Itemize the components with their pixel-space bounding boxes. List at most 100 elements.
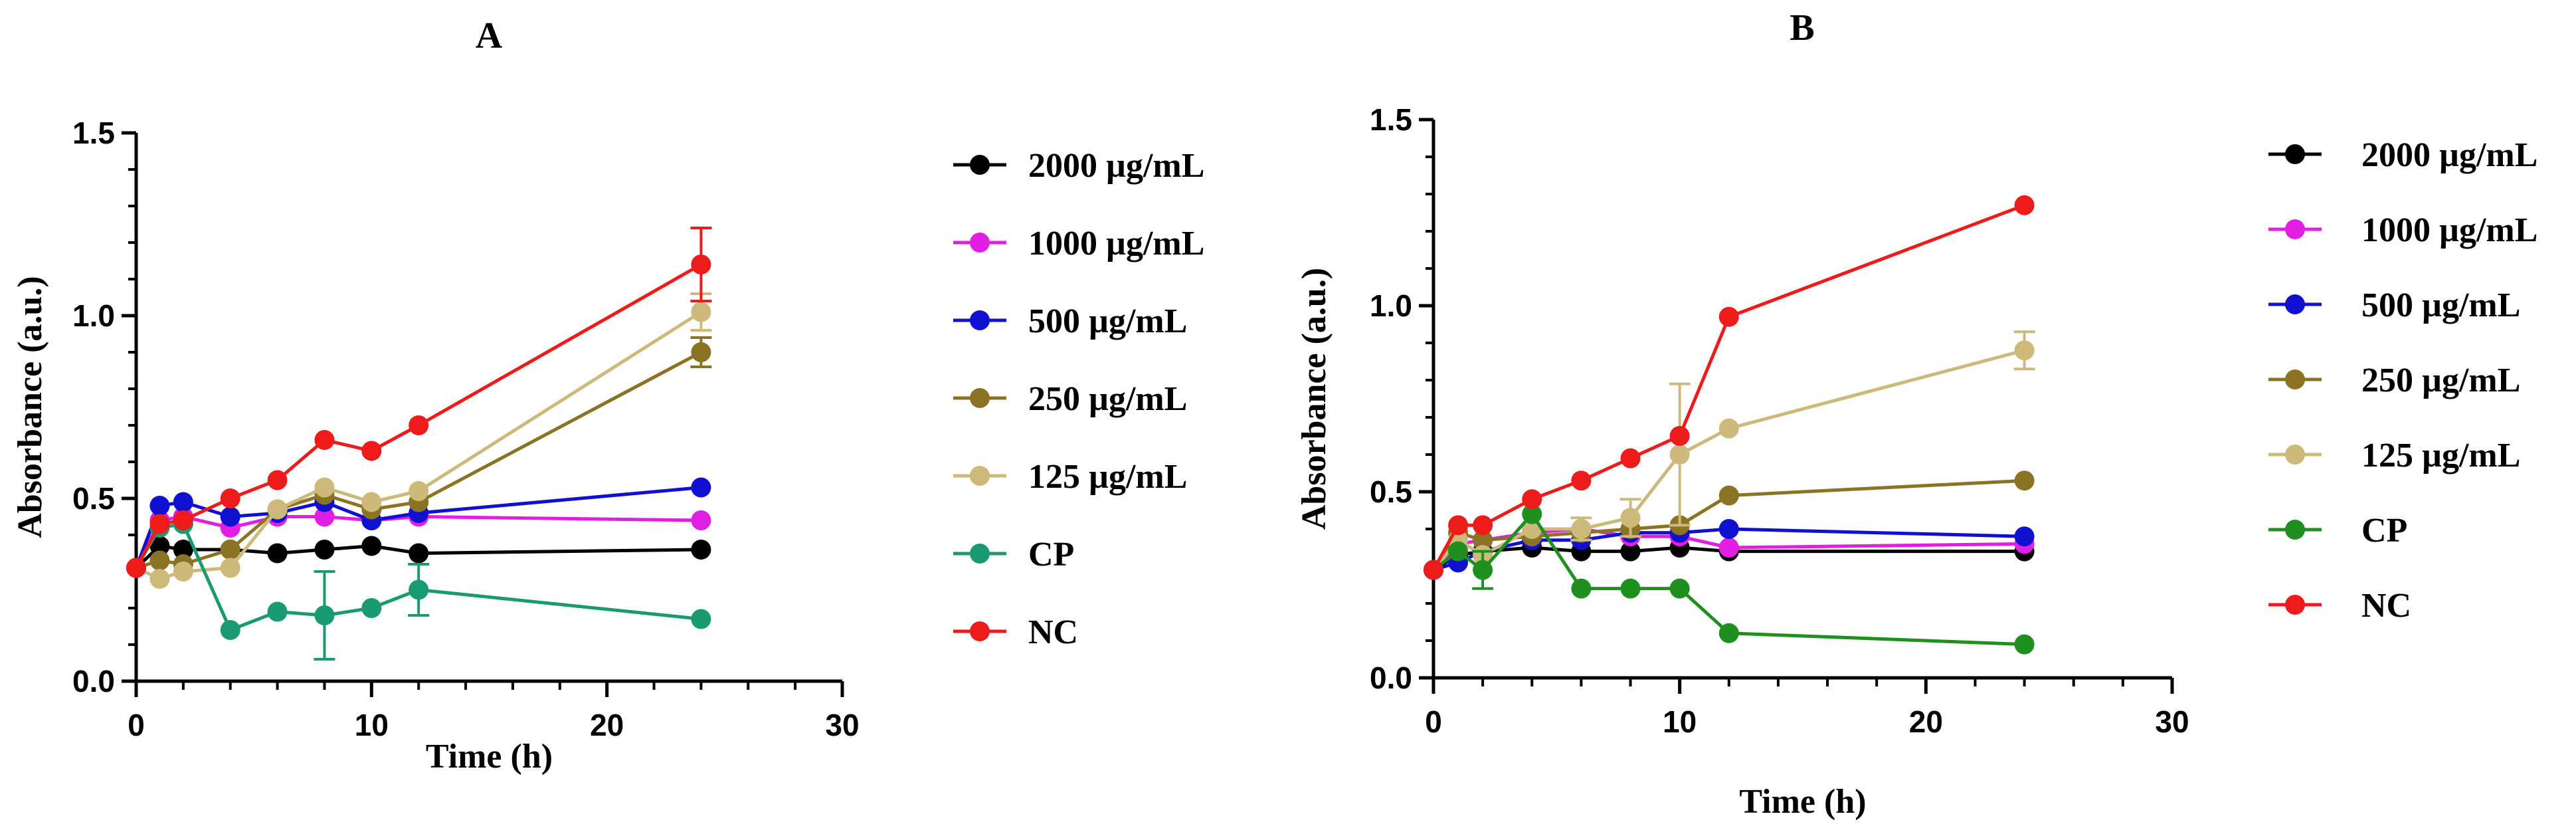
data-point bbox=[1718, 485, 1739, 506]
data-point bbox=[691, 342, 711, 362]
data-point bbox=[149, 496, 170, 516]
legend-marker bbox=[970, 310, 990, 330]
data-point bbox=[1620, 578, 1641, 599]
y-tick-label: 0.5 bbox=[72, 481, 115, 516]
legend-marker bbox=[970, 544, 990, 564]
legend-label: NC bbox=[1028, 613, 1078, 651]
series-line bbox=[135, 310, 702, 581]
data-point bbox=[173, 540, 193, 560]
data-point bbox=[409, 579, 429, 600]
panel-title: A bbox=[476, 15, 503, 56]
x-axis-title: Time (h) bbox=[426, 738, 553, 776]
y-tick-label: 1.5 bbox=[1370, 102, 1412, 137]
legend-marker bbox=[2285, 294, 2305, 314]
data-point bbox=[1571, 471, 1592, 491]
data-point bbox=[409, 481, 429, 501]
legend-marker bbox=[2285, 595, 2305, 615]
x-axis-title: Time (h) bbox=[1739, 783, 1866, 821]
legend-label: 2000 µg/mL bbox=[1028, 147, 1204, 185]
legend-label: 250 µg/mL bbox=[2361, 362, 2520, 399]
legend-marker bbox=[2285, 369, 2305, 389]
data-point bbox=[149, 514, 170, 534]
panel-a: A 0.0 0.5 1.0 1.5 0 10 20 30 Time (h) Absorbance (… bbox=[11, 15, 1204, 776]
data-point bbox=[1571, 578, 1592, 599]
data-point bbox=[361, 441, 382, 461]
data-point bbox=[1718, 418, 1739, 439]
data-point bbox=[409, 543, 429, 564]
y-axis-title: Absorbance (a.u.) bbox=[1295, 268, 1333, 530]
legend-label: 250 µg/mL bbox=[1028, 380, 1187, 418]
data-point bbox=[691, 540, 711, 560]
data-point bbox=[220, 620, 240, 640]
legend-label: 500 µg/mL bbox=[1028, 302, 1187, 340]
legend-label: 2000 µg/mL bbox=[2361, 136, 2537, 174]
data-point bbox=[1620, 541, 1641, 562]
data-point bbox=[691, 302, 711, 322]
data-point bbox=[267, 499, 288, 520]
data-point bbox=[361, 536, 382, 556]
x-tick-label: 20 bbox=[590, 708, 624, 742]
data-point bbox=[1669, 578, 1690, 599]
legend-label: NC bbox=[2361, 587, 2411, 625]
data-point bbox=[1669, 445, 1690, 465]
data-point bbox=[314, 506, 335, 527]
series-3 bbox=[126, 336, 712, 578]
legend-marker bbox=[2285, 445, 2305, 465]
legend-marker bbox=[970, 155, 990, 175]
data-point bbox=[1448, 541, 1469, 562]
x-tick-label: 30 bbox=[825, 708, 859, 742]
data-point bbox=[1718, 538, 1739, 558]
data-point bbox=[220, 506, 240, 527]
legend-marker bbox=[970, 466, 990, 486]
series-5 bbox=[126, 514, 711, 661]
x-tick-label: 30 bbox=[2155, 704, 2189, 739]
legend-marker bbox=[2285, 520, 2305, 540]
series-5 bbox=[1424, 504, 2035, 655]
data-point bbox=[409, 415, 429, 435]
legend-label: 125 µg/mL bbox=[2361, 437, 2520, 474]
data-point bbox=[149, 550, 170, 571]
y-tick-label: 0.0 bbox=[72, 664, 115, 698]
x-tick-label: 0 bbox=[128, 708, 145, 742]
legend-marker bbox=[970, 388, 990, 408]
y-tick-label: 1.0 bbox=[72, 298, 115, 333]
data-point bbox=[1448, 515, 1469, 536]
data-point bbox=[267, 543, 288, 564]
x-tick-label: 10 bbox=[355, 708, 389, 742]
y-axis-title: Absorbance (a.u.) bbox=[11, 276, 49, 538]
data-point bbox=[314, 540, 335, 560]
data-point bbox=[149, 569, 170, 589]
legend-marker bbox=[2285, 144, 2305, 164]
data-point bbox=[267, 470, 288, 490]
data-point bbox=[1473, 515, 1493, 536]
data-point bbox=[1620, 508, 1641, 528]
legend-marker bbox=[970, 621, 990, 641]
data-point bbox=[1424, 560, 1443, 580]
data-point bbox=[314, 430, 335, 450]
legend-label: CP bbox=[1028, 536, 1074, 574]
data-point bbox=[1571, 519, 1592, 539]
data-point bbox=[1718, 623, 1739, 643]
data-point bbox=[149, 536, 170, 556]
x-tick-label: 0 bbox=[1425, 704, 1442, 739]
data-point bbox=[314, 605, 335, 625]
series-6 bbox=[126, 227, 712, 578]
legend-label: 500 µg/mL bbox=[2361, 286, 2520, 324]
data-point bbox=[126, 558, 146, 578]
data-point bbox=[1718, 306, 1739, 327]
data-point bbox=[2014, 471, 2035, 491]
y-tick-label: 0.5 bbox=[1370, 474, 1412, 509]
data-point bbox=[1473, 560, 1493, 580]
series-6 bbox=[1424, 195, 2035, 580]
legend-marker bbox=[970, 233, 990, 253]
legend-marker bbox=[2285, 219, 2305, 239]
data-point bbox=[2014, 526, 2035, 547]
data-point bbox=[691, 477, 711, 498]
data-point bbox=[1669, 426, 1690, 446]
data-point bbox=[1718, 519, 1739, 539]
y-tick-label: 1.5 bbox=[72, 116, 115, 150]
data-point bbox=[691, 510, 711, 530]
data-point bbox=[173, 492, 193, 512]
data-point bbox=[314, 477, 335, 498]
data-point bbox=[173, 510, 193, 530]
